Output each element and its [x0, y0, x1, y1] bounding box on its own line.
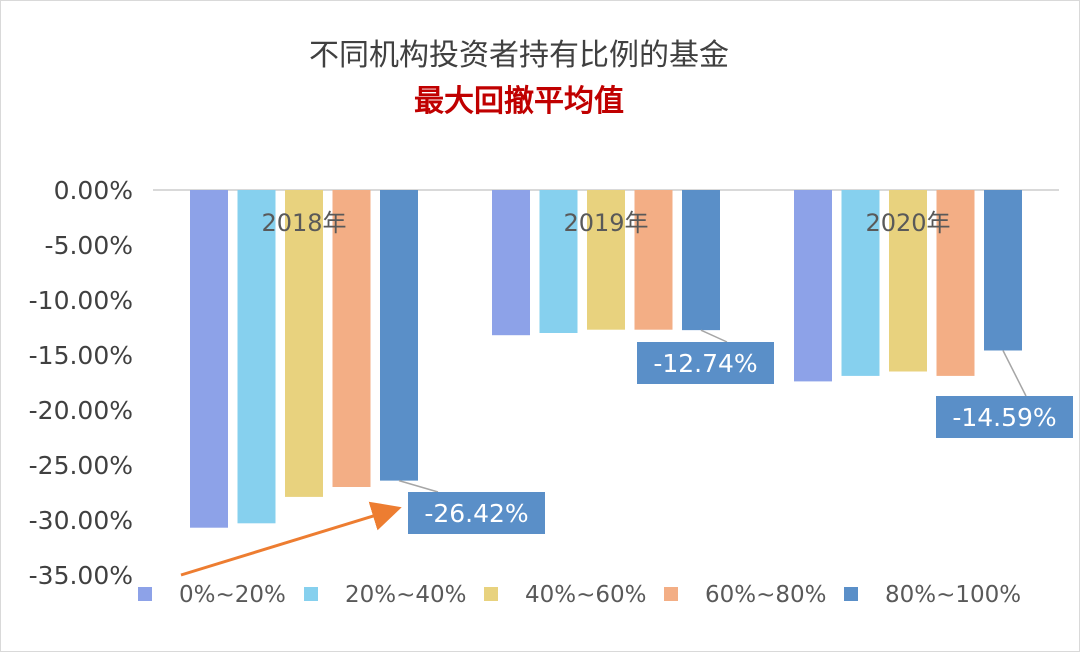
- legend-swatch: [304, 587, 318, 601]
- data-label-leader-line: [1002, 350, 1027, 397]
- bar: [984, 190, 1022, 351]
- y-tick-label: 0.00%: [54, 176, 133, 205]
- y-tick-label: -20.00%: [29, 396, 133, 425]
- bar: [794, 190, 832, 382]
- legend-label: 40%~60%: [525, 582, 647, 608]
- category-labels: 2018年 2019年 2020年: [261, 209, 950, 237]
- data-label: -26.42%: [424, 499, 528, 528]
- bar: [936, 190, 975, 376]
- data-label-box: [936, 396, 1073, 438]
- data-label-leader-line: [398, 479, 439, 493]
- bars: [153, 189, 1059, 528]
- legend-swatch: [664, 587, 678, 601]
- y-tick-label: -5.00%: [45, 231, 133, 260]
- bar: [587, 190, 625, 330]
- legend-label: 0%~20%: [179, 582, 286, 608]
- category-label: 2019年: [563, 209, 648, 237]
- category-label: 2018年: [261, 209, 346, 237]
- annotation-arrow: [180, 501, 402, 577]
- legend-swatch: [844, 587, 858, 601]
- bar: [237, 190, 276, 524]
- bar: [190, 190, 228, 528]
- legend: 0%~20% 20%~40% 40%~60% 60%~80% 80%~100%: [138, 582, 1021, 608]
- data-label-box: [637, 342, 774, 384]
- bar: [332, 190, 371, 487]
- legend-swatch: [138, 587, 152, 601]
- y-axis: 0.00% -5.00% -10.00% -15.00% -20.00% -25.00% -…: [29, 176, 133, 590]
- bar: [682, 190, 720, 331]
- y-tick-label: -10.00%: [29, 286, 133, 315]
- data-label-box: [408, 492, 545, 534]
- bar: [889, 190, 927, 372]
- bar: [380, 190, 418, 481]
- bar: [492, 190, 530, 336]
- legend-label: 20%~40%: [345, 582, 467, 608]
- data-label: -14.59%: [952, 403, 1056, 432]
- bar: [539, 190, 578, 333]
- legend-label: 60%~80%: [705, 582, 827, 608]
- y-tick-label: -35.00%: [29, 561, 133, 590]
- data-labels: -26.42% -12.74% -14.59%: [180, 329, 1073, 577]
- bar: [841, 190, 880, 376]
- legend-label: 80%~100%: [885, 582, 1021, 608]
- bar: [285, 190, 323, 497]
- y-tick-label: -25.00%: [29, 451, 133, 480]
- data-label-leader-line: [700, 329, 728, 343]
- legend-swatch: [484, 587, 498, 601]
- data-label: -12.74%: [653, 349, 757, 378]
- bar: [634, 190, 673, 330]
- chart-title: 不同机构投资者持有比例的基金: [309, 38, 729, 73]
- y-tick-label: -30.00%: [29, 506, 133, 535]
- chart-subtitle: 最大回撤平均值: [414, 84, 624, 119]
- category-label: 2020年: [865, 209, 950, 237]
- y-tick-label: -15.00%: [29, 341, 133, 370]
